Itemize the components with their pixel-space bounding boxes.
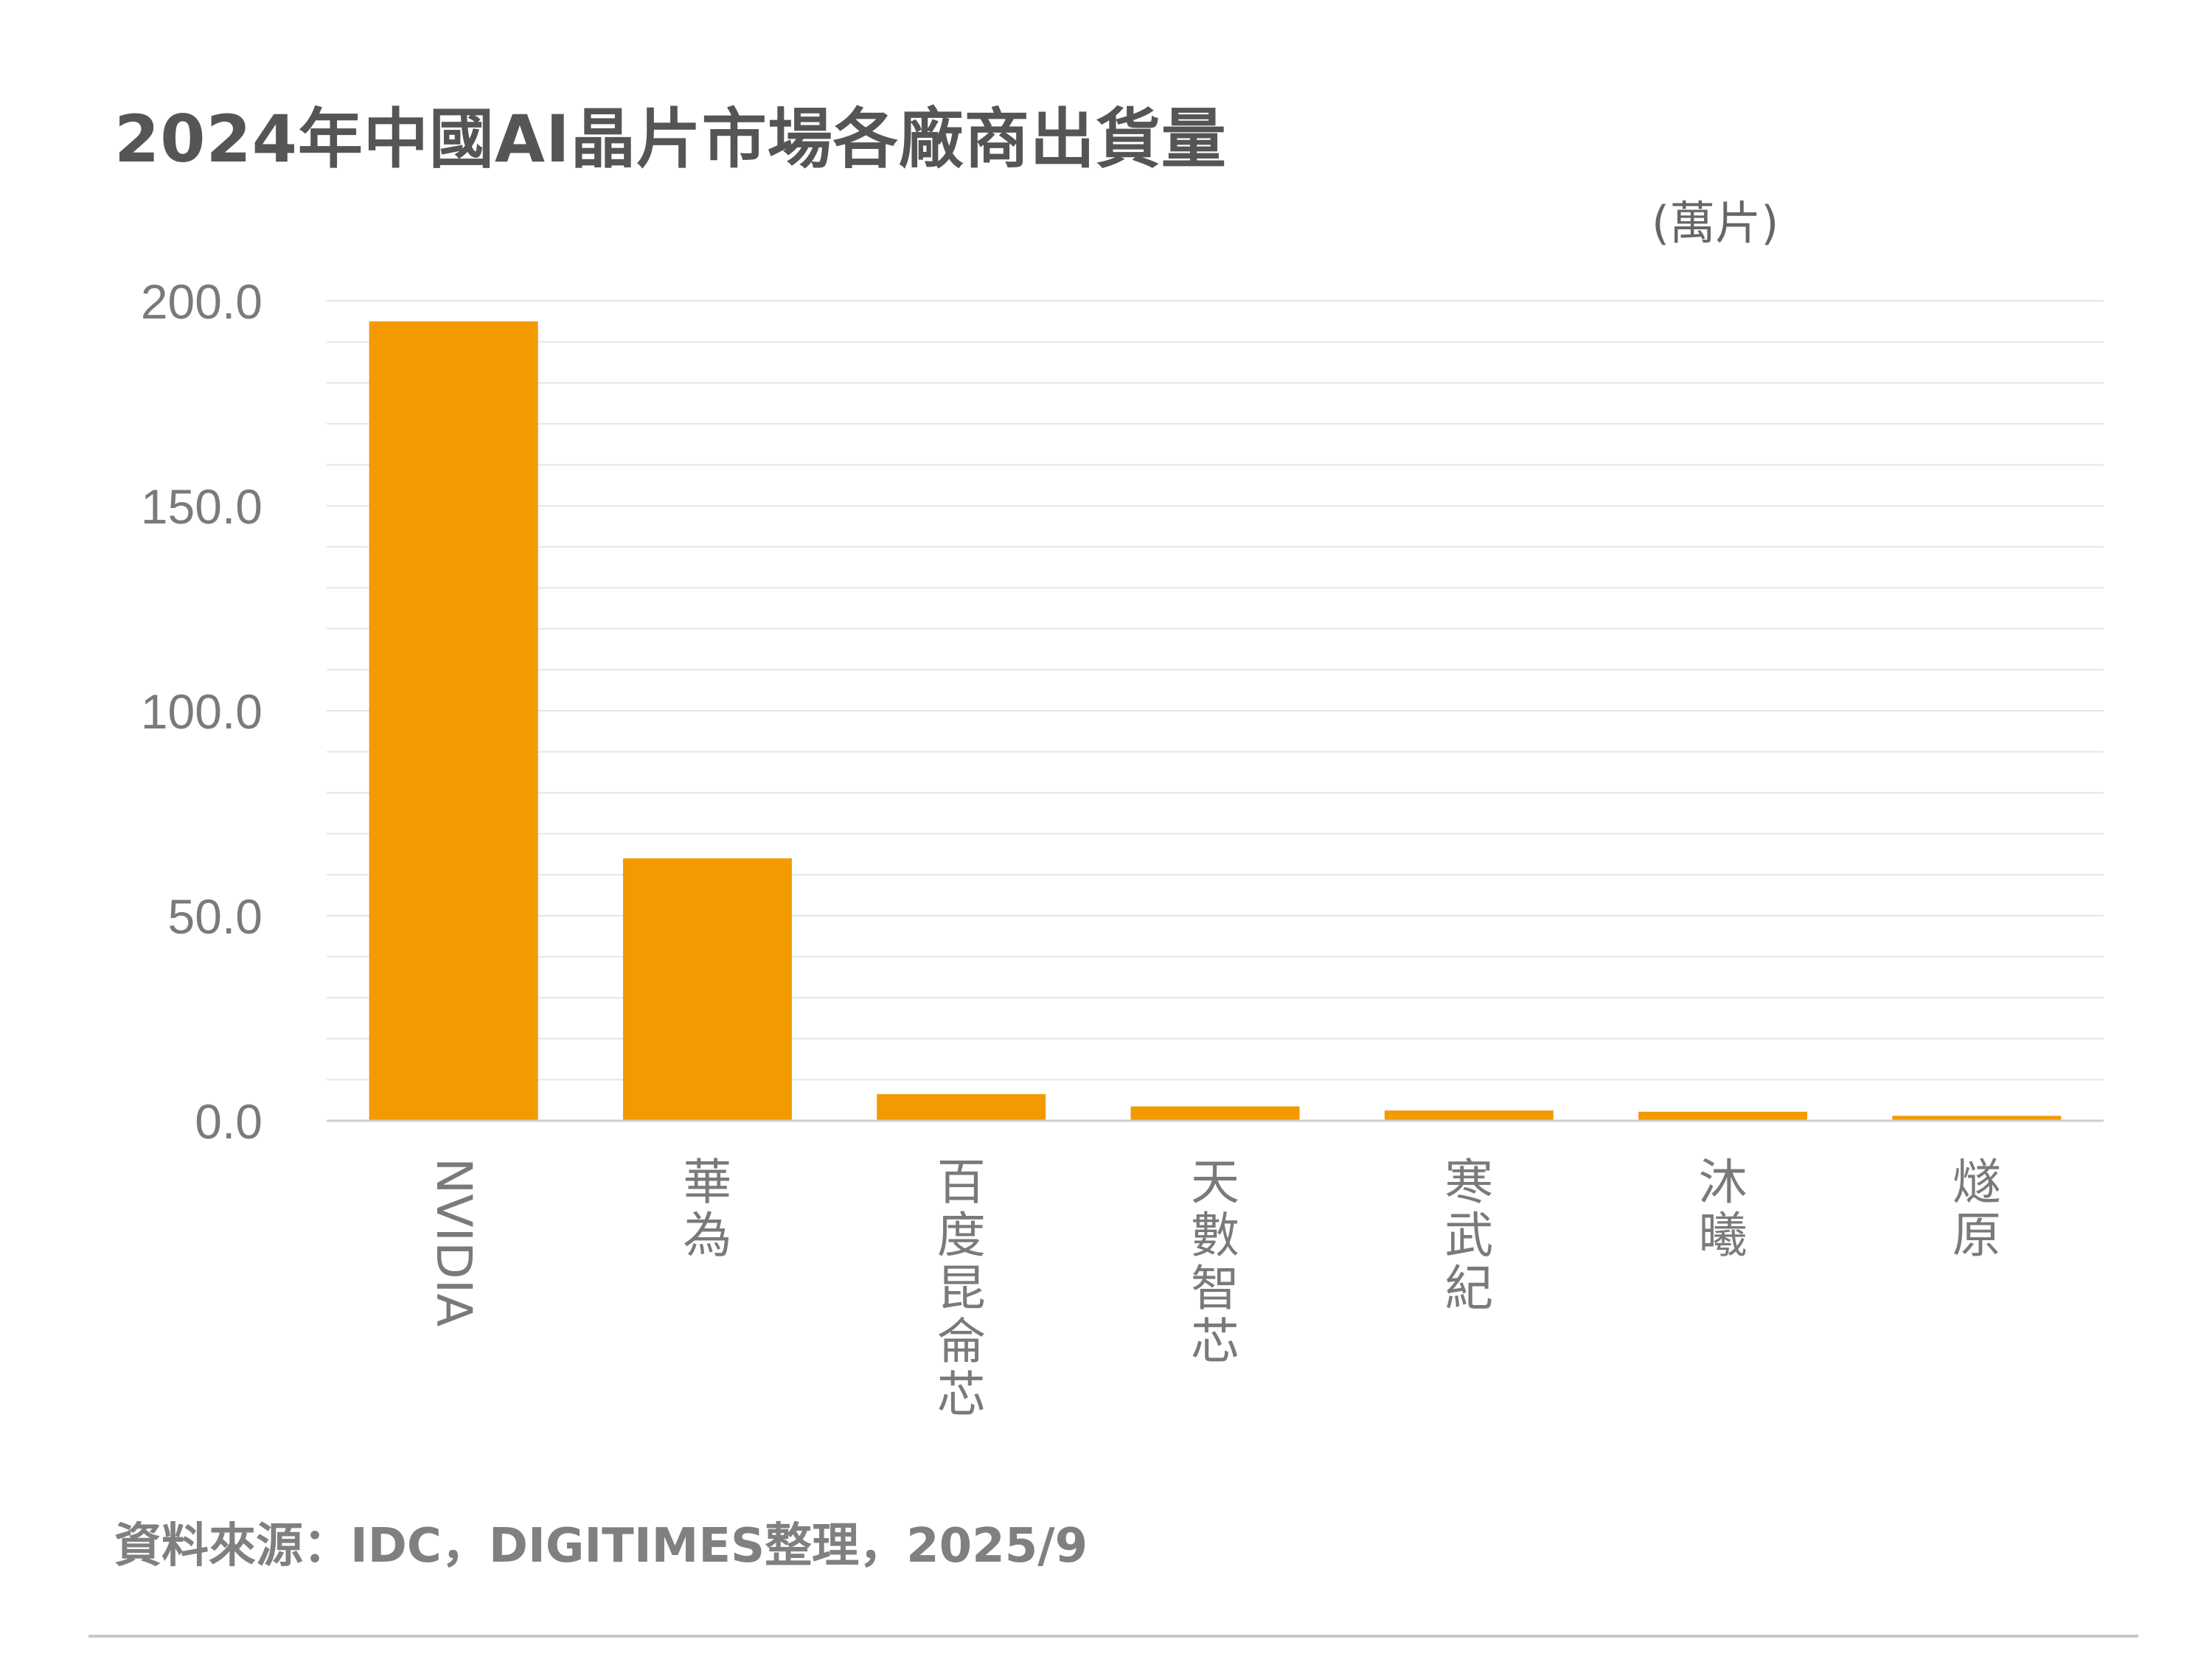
chart-title: 2024年中國AI晶片市場各廠商出貨量 bbox=[114, 101, 1227, 177]
x-tick-label: 天數智芯 bbox=[1191, 1154, 1239, 1370]
bar-5 bbox=[1638, 1111, 1808, 1121]
y-tick-label: 50.0 bbox=[168, 889, 262, 944]
x-tick-labels: NVIDIA 華為 百度昆侖芯 天數智芯 寒武紀 沐曦 燧原 bbox=[425, 1154, 2001, 1423]
x-tick-label: 寒武紀 bbox=[1444, 1154, 1493, 1317]
y-tick-label: 0.0 bbox=[195, 1094, 262, 1149]
source-note: 資料來源：IDC，DIGITIMES整理，2025/9 bbox=[114, 1519, 1088, 1573]
y-tick-label: 200.0 bbox=[141, 274, 262, 329]
bar-0 bbox=[369, 321, 538, 1121]
bars bbox=[369, 321, 2062, 1121]
gridlines bbox=[327, 300, 2104, 1081]
x-tick-label: 百度昆侖芯 bbox=[937, 1154, 986, 1423]
unit-label: (萬片) bbox=[1652, 196, 1779, 250]
x-tick-label: 華為 bbox=[683, 1154, 731, 1264]
bar-2 bbox=[877, 1093, 1046, 1121]
bar-3 bbox=[1130, 1106, 1300, 1121]
bar-6 bbox=[1892, 1116, 2062, 1121]
y-tick-label: 150.0 bbox=[141, 479, 262, 534]
footer-divider bbox=[88, 1635, 2138, 1638]
y-tick-labels: 200.0 150.0 100.0 50.0 0.0 bbox=[141, 274, 262, 1149]
y-tick-label: 100.0 bbox=[141, 684, 262, 739]
x-tick-label: 沐曦 bbox=[1699, 1154, 1747, 1264]
x-tick-label: NVIDIA bbox=[425, 1158, 482, 1326]
bar-4 bbox=[1384, 1110, 1554, 1121]
x-tick-label: 燧原 bbox=[1952, 1154, 2001, 1264]
bar-1 bbox=[622, 858, 792, 1121]
